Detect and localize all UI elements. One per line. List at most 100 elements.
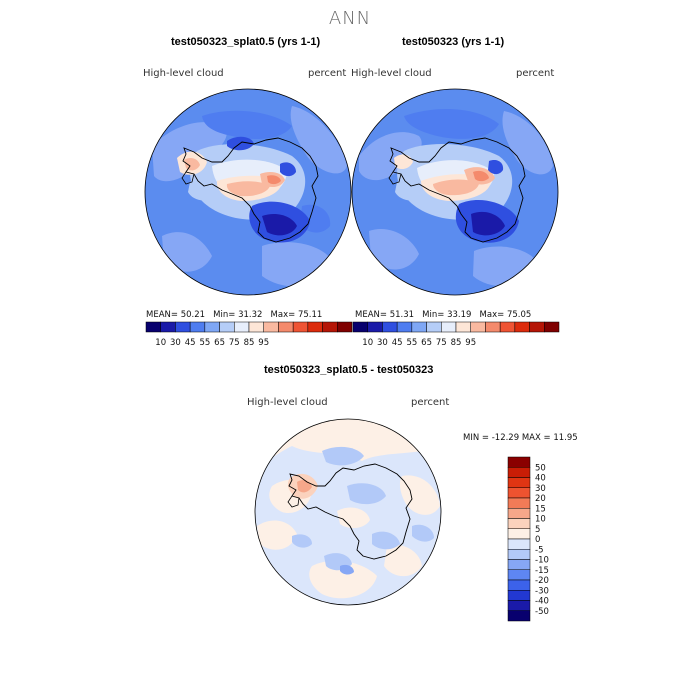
panel-1-title: test050323_splat0.5 (yrs 1-1) bbox=[171, 36, 321, 48]
panel-3-colorbar-swatch bbox=[507, 508, 531, 519]
panel-3-colorbar-tick-label: -5 bbox=[535, 545, 543, 555]
panel-3-colorbar-tick-label: 30 bbox=[535, 484, 546, 494]
panel-2-colorbar-swatch bbox=[485, 321, 501, 333]
panel-1-colorbar-swatch bbox=[278, 321, 294, 333]
panel-3-units: percent bbox=[411, 397, 450, 408]
panel-2-colorbar-tick-label: 85 bbox=[451, 338, 462, 347]
panel-2-title: test050323 (yrs 1-1) bbox=[402, 36, 505, 48]
panel-3-colorbar-swatch bbox=[507, 497, 531, 509]
panel-1-variable: High-level cloud bbox=[143, 68, 224, 79]
panel-3-colorbar-swatch bbox=[507, 467, 531, 478]
panel-1-colorbar-tick-label: 30 bbox=[170, 338, 181, 347]
panel-1-colorbar-swatch bbox=[204, 321, 220, 333]
panel-3-colorbar-tick-label: 20 bbox=[535, 494, 546, 504]
panel-1-colorbar-swatch bbox=[219, 321, 235, 333]
panel-2-colorbar-swatch bbox=[455, 321, 471, 333]
panel-3-colorbar-swatch bbox=[507, 456, 531, 468]
panel-3-colorbar-swatch bbox=[507, 590, 531, 601]
panel-1-colorbar-tick-label: 95 bbox=[258, 338, 269, 347]
panel-2-map bbox=[351, 88, 559, 296]
panel-3-colorbar-tick-label: 40 bbox=[535, 474, 546, 484]
panel-2-variable: High-level cloud bbox=[351, 68, 432, 79]
panel-2-max-value: 75.05 bbox=[506, 310, 532, 320]
panel-3-colorbar-tick-label: 5 bbox=[535, 525, 540, 535]
panel-3-colorbar-swatch bbox=[507, 579, 531, 591]
panel-3-colorbar-tick-label: 15 bbox=[535, 504, 546, 514]
panel-2-min-label: Min= bbox=[422, 310, 445, 320]
panel-2-colorbar-swatch bbox=[514, 321, 530, 333]
panel-1-mean-value: 50.21 bbox=[180, 310, 206, 320]
panel-3-colorbar-swatch bbox=[507, 559, 531, 570]
panel-3-colorbar-tick-label: -20 bbox=[535, 576, 549, 586]
panel-3-title: test050323_splat0.5 - test050323 bbox=[264, 364, 434, 376]
panel-3-colorbar-swatch bbox=[507, 528, 531, 540]
figure-title: ANN bbox=[328, 8, 372, 29]
panel-2-colorbar-tick-label: 65 bbox=[421, 338, 432, 347]
panel-3-colorbar-tick-label: -40 bbox=[535, 597, 549, 607]
panel-1-colorbar-swatch bbox=[307, 321, 323, 333]
panel-1-colorbar-swatch bbox=[175, 321, 191, 333]
panel-1-colorbar-swatch bbox=[337, 321, 353, 333]
panel-3-colorbar-swatch bbox=[507, 569, 531, 581]
panel-1-min-label: Min= bbox=[213, 310, 236, 320]
panel-2-colorbar: 10 30 45 55 65 75 85 95 bbox=[352, 321, 560, 347]
panel-1-colorbar-tick-label: 85 bbox=[244, 338, 255, 347]
panel-3-variable: High-level cloud bbox=[247, 397, 328, 408]
panel-3-colorbar-swatch bbox=[507, 549, 531, 560]
panel-2-colorbar-swatch bbox=[529, 321, 545, 333]
panel-2-colorbar-tick-label: 45 bbox=[392, 338, 403, 347]
panel-2-colorbar-tick-label: 30 bbox=[377, 338, 388, 347]
panel-1-stats: MEAN= 50.21 Min= 31.32 Max= 75.11 bbox=[146, 310, 322, 320]
panel-3-minmax: MIN = -12.29 MAX = 11.95 bbox=[463, 433, 578, 443]
panel-2-colorbar-tick-label: 95 bbox=[465, 338, 476, 347]
panel-3-map bbox=[254, 418, 442, 606]
panel-3-colorbar-swatch bbox=[507, 487, 531, 499]
panel-1-colorbar-swatch bbox=[145, 321, 161, 333]
panel-1-colorbar-swatch bbox=[248, 321, 264, 333]
panel-2-colorbar-tick-label: 75 bbox=[436, 338, 447, 347]
panel-3-colorbar-tick-label: 50 bbox=[535, 463, 546, 473]
panel-3-colorbar-tick-label: 10 bbox=[535, 515, 546, 525]
panel-2-colorbar-swatch bbox=[544, 321, 560, 333]
panel-2-colorbar-swatch bbox=[426, 321, 442, 333]
panel-3-colorbar-swatch bbox=[507, 610, 531, 622]
panel-2-colorbar-swatch bbox=[382, 321, 398, 333]
panel-2-colorbar-swatch bbox=[499, 321, 516, 333]
panel-2-mean-value: 51.31 bbox=[389, 310, 415, 320]
panel-3-colorbar-tick-label: -15 bbox=[535, 566, 549, 576]
panel-1-max-label: Max= bbox=[270, 310, 296, 320]
panel-3-colorbar-swatch bbox=[507, 600, 531, 611]
panel-2-colorbar-swatch bbox=[352, 321, 368, 333]
panel-2-min-value: 33.19 bbox=[447, 310, 472, 320]
panel-1-colorbar-swatch bbox=[234, 321, 250, 333]
panel-2-colorbar-swatch bbox=[441, 321, 457, 333]
panel-1-colorbar-swatch bbox=[263, 321, 279, 333]
panel-3-colorbar-swatch bbox=[507, 518, 531, 529]
panel-1-units: percent bbox=[308, 68, 347, 79]
panel-1-colorbar-tick-label: 65 bbox=[214, 338, 225, 347]
panel-1-mean-label: MEAN= bbox=[146, 310, 178, 320]
panel-2-colorbar-swatch bbox=[411, 321, 427, 333]
panel-1-colorbar-tick-label: 55 bbox=[199, 338, 210, 347]
panel-1-colorbar-tick-label: 45 bbox=[185, 338, 196, 347]
panel-2-units: percent bbox=[516, 68, 555, 79]
panel-1-colorbar-tick-label: 10 bbox=[155, 338, 166, 347]
panel-1-colorbar-tick-label: 75 bbox=[229, 338, 240, 347]
panel-1-colorbar-swatch bbox=[322, 321, 338, 333]
panel-1-colorbar-swatch bbox=[292, 321, 309, 333]
panel-1-map bbox=[144, 88, 352, 296]
panel-3-colorbar-swatch bbox=[507, 477, 531, 488]
panel-1-min-value: 31.32 bbox=[238, 310, 263, 320]
panel-3-colorbar-swatch bbox=[507, 538, 531, 550]
panel-1-colorbar-swatch bbox=[160, 321, 176, 333]
panel-2-stats: MEAN= 51.31 Min= 33.19 Max= 75.05 bbox=[355, 310, 531, 320]
panel-2-colorbar-tick-label: 55 bbox=[406, 338, 417, 347]
panel-2-colorbar-tick-label: 10 bbox=[362, 338, 373, 347]
panel-1-colorbar: 10 30 45 55 65 75 85 95 bbox=[145, 321, 353, 347]
panel-2-colorbar-swatch bbox=[396, 321, 413, 333]
panel-3-colorbar-tick-label: 0 bbox=[535, 535, 540, 545]
panel-3-colorbar-tick-label: -50 bbox=[535, 607, 549, 617]
panel-3-colorbar-tick-label: -30 bbox=[535, 586, 549, 596]
panel-2-mean-label: MEAN= bbox=[355, 310, 387, 320]
